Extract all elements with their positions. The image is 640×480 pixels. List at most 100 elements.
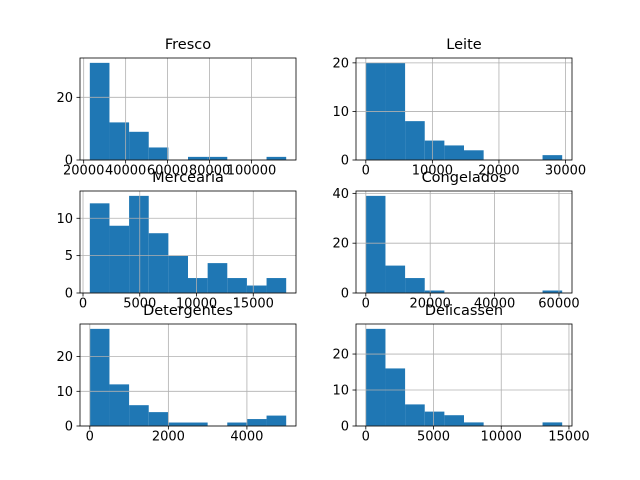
congelados-xtick-label-0: 0 xyxy=(362,297,370,312)
leite-subplot: 0 10000 20000 30000 0 10 20 Leite xyxy=(332,37,586,179)
congelados-bar-1 xyxy=(385,265,406,293)
fresco-ytick-label-1: 20 xyxy=(56,91,73,106)
detergentes-bar-1 xyxy=(109,384,130,426)
congelados-bar-9 xyxy=(542,290,563,293)
detergentes-bar-3 xyxy=(148,412,169,426)
congelados-subplot: 0 20000 40000 60000 0 20 40 Congelados xyxy=(332,170,579,312)
mercearia-bar-5 xyxy=(188,278,208,293)
delicassen-ytick-label-0: 0 xyxy=(341,420,349,435)
fresco-frame xyxy=(79,57,297,161)
detergentes-ytick-label-0: 0 xyxy=(65,420,73,435)
delicassen-bar-9 xyxy=(542,422,563,426)
fresco-title: Fresco xyxy=(165,37,211,53)
leite-bar-4 xyxy=(444,145,464,160)
delicassen-frame xyxy=(355,323,573,427)
delicassen-ytick-label-2: 20 xyxy=(332,348,349,363)
delicassen-xtick-label-3: 15000 xyxy=(548,430,589,445)
detergentes-subplot: 0 2000 4000 0 10 20 Detergentes xyxy=(56,303,297,445)
delicassen-bar-3 xyxy=(424,411,445,426)
fresco-ytick-label-0: 0 xyxy=(65,154,73,169)
mercearia-ytick-label-1: 5 xyxy=(65,249,73,264)
detergentes-ytick-label-1: 10 xyxy=(56,385,73,400)
delicassen-xtick-label-0: 0 xyxy=(362,430,370,445)
mercearia-bar-7 xyxy=(227,278,247,293)
delicassen-ytick-label-1: 10 xyxy=(332,384,349,399)
detergentes-xtick-label-2: 4000 xyxy=(230,430,263,445)
congelados-bar-3 xyxy=(424,290,445,293)
mercearia-xtick-label-2: 10000 xyxy=(176,297,217,312)
detergentes-bar-7 xyxy=(227,422,247,426)
delicassen-bar-4 xyxy=(444,415,464,426)
delicassen-subplot: 0 5000 10000 15000 0 10 20 Delicassen xyxy=(332,303,589,445)
mercearia-bar-3 xyxy=(148,233,169,293)
delicassen-bar-5 xyxy=(464,422,484,426)
leite-frame xyxy=(355,57,573,161)
mercearia-bar-9 xyxy=(266,278,287,293)
delicassen-xtick-label-1: 5000 xyxy=(417,430,450,445)
mercearia-frame xyxy=(79,190,297,294)
delicassen-title: Delicassen xyxy=(425,303,503,319)
mercearia-bar-0 xyxy=(89,203,110,293)
fresco-bar-2 xyxy=(129,131,149,160)
fresco-xtick-label-0: 20000 xyxy=(63,164,104,179)
fresco-bar-3 xyxy=(148,147,169,160)
mercearia-bar-8 xyxy=(246,285,267,293)
detergentes-xtick-label-1: 2000 xyxy=(152,430,185,445)
detergentes-xtick-label-0: 0 xyxy=(86,430,94,445)
leite-bar-9 xyxy=(542,155,563,160)
congelados-ytick-label-2: 40 xyxy=(332,187,349,202)
leite-xtick-label-2: 20000 xyxy=(478,164,519,179)
delicassen-xtick-label-2: 10000 xyxy=(481,430,522,445)
congelados-frame xyxy=(355,190,573,294)
detergentes-bar-8 xyxy=(246,419,267,426)
mercearia-xtick-label-1: 5000 xyxy=(123,297,156,312)
delicassen-bar-0 xyxy=(365,328,386,426)
detergentes-title: Detergentes xyxy=(143,303,233,319)
mercearia-bar-2 xyxy=(129,195,149,293)
leite-ytick-label-2: 20 xyxy=(332,56,349,71)
leite-bar-5 xyxy=(464,150,484,160)
detergentes-bar-5 xyxy=(188,422,208,426)
congelados-bar-2 xyxy=(405,278,425,293)
fresco-bar-1 xyxy=(109,122,130,160)
mercearia-bar-4 xyxy=(168,255,188,293)
leite-xtick-label-1: 10000 xyxy=(412,164,453,179)
congelados-xtick-label-3: 60000 xyxy=(538,297,579,312)
congelados-xtick-label-2: 40000 xyxy=(474,297,515,312)
congelados-ytick-label-0: 0 xyxy=(341,287,349,302)
fresco-xtick-label-1: 40000 xyxy=(105,164,146,179)
congelados-ytick-label-1: 20 xyxy=(332,237,349,252)
fresco-bar-0 xyxy=(89,62,110,160)
detergentes-bar-9 xyxy=(266,415,287,426)
leite-title: Leite xyxy=(446,37,481,53)
congelados-xtick-label-1: 20000 xyxy=(410,297,451,312)
fresco-bar-9 xyxy=(266,156,287,160)
mercearia-bar-6 xyxy=(207,263,228,293)
mercearia-subplot: 0 5000 10000 15000 0 5 10 Mercearia xyxy=(56,170,297,312)
leite-ytick-label-1: 10 xyxy=(332,105,349,120)
detergentes-bar-4 xyxy=(168,422,188,426)
detergentes-bar-2 xyxy=(129,405,149,426)
detergentes-ytick-label-2: 20 xyxy=(56,350,73,365)
fresco-xtick-label-2: 60000 xyxy=(147,164,188,179)
mercearia-xtick-label-3: 15000 xyxy=(233,297,274,312)
leite-bar-3 xyxy=(424,140,445,160)
mercearia-bar-1 xyxy=(109,225,130,293)
congelados-bar-0 xyxy=(365,195,386,293)
leite-ytick-label-0: 0 xyxy=(341,154,349,169)
fresco-bar-6 xyxy=(207,156,228,160)
delicassen-bar-2 xyxy=(405,404,425,426)
detergentes-bar-0 xyxy=(89,328,110,426)
leite-xtick-label-0: 0 xyxy=(362,164,370,179)
mercearia-xtick-label-0: 0 xyxy=(79,297,87,312)
fresco-xtick-label-3: 80000 xyxy=(189,164,230,179)
leite-xtick-label-3: 30000 xyxy=(545,164,586,179)
fresco-bar-5 xyxy=(188,156,208,160)
mercearia-title: Mercearia xyxy=(152,170,224,186)
delicassen-bar-1 xyxy=(385,368,406,426)
detergentes-frame xyxy=(79,323,297,427)
mercearia-ytick-label-0: 0 xyxy=(65,287,73,302)
